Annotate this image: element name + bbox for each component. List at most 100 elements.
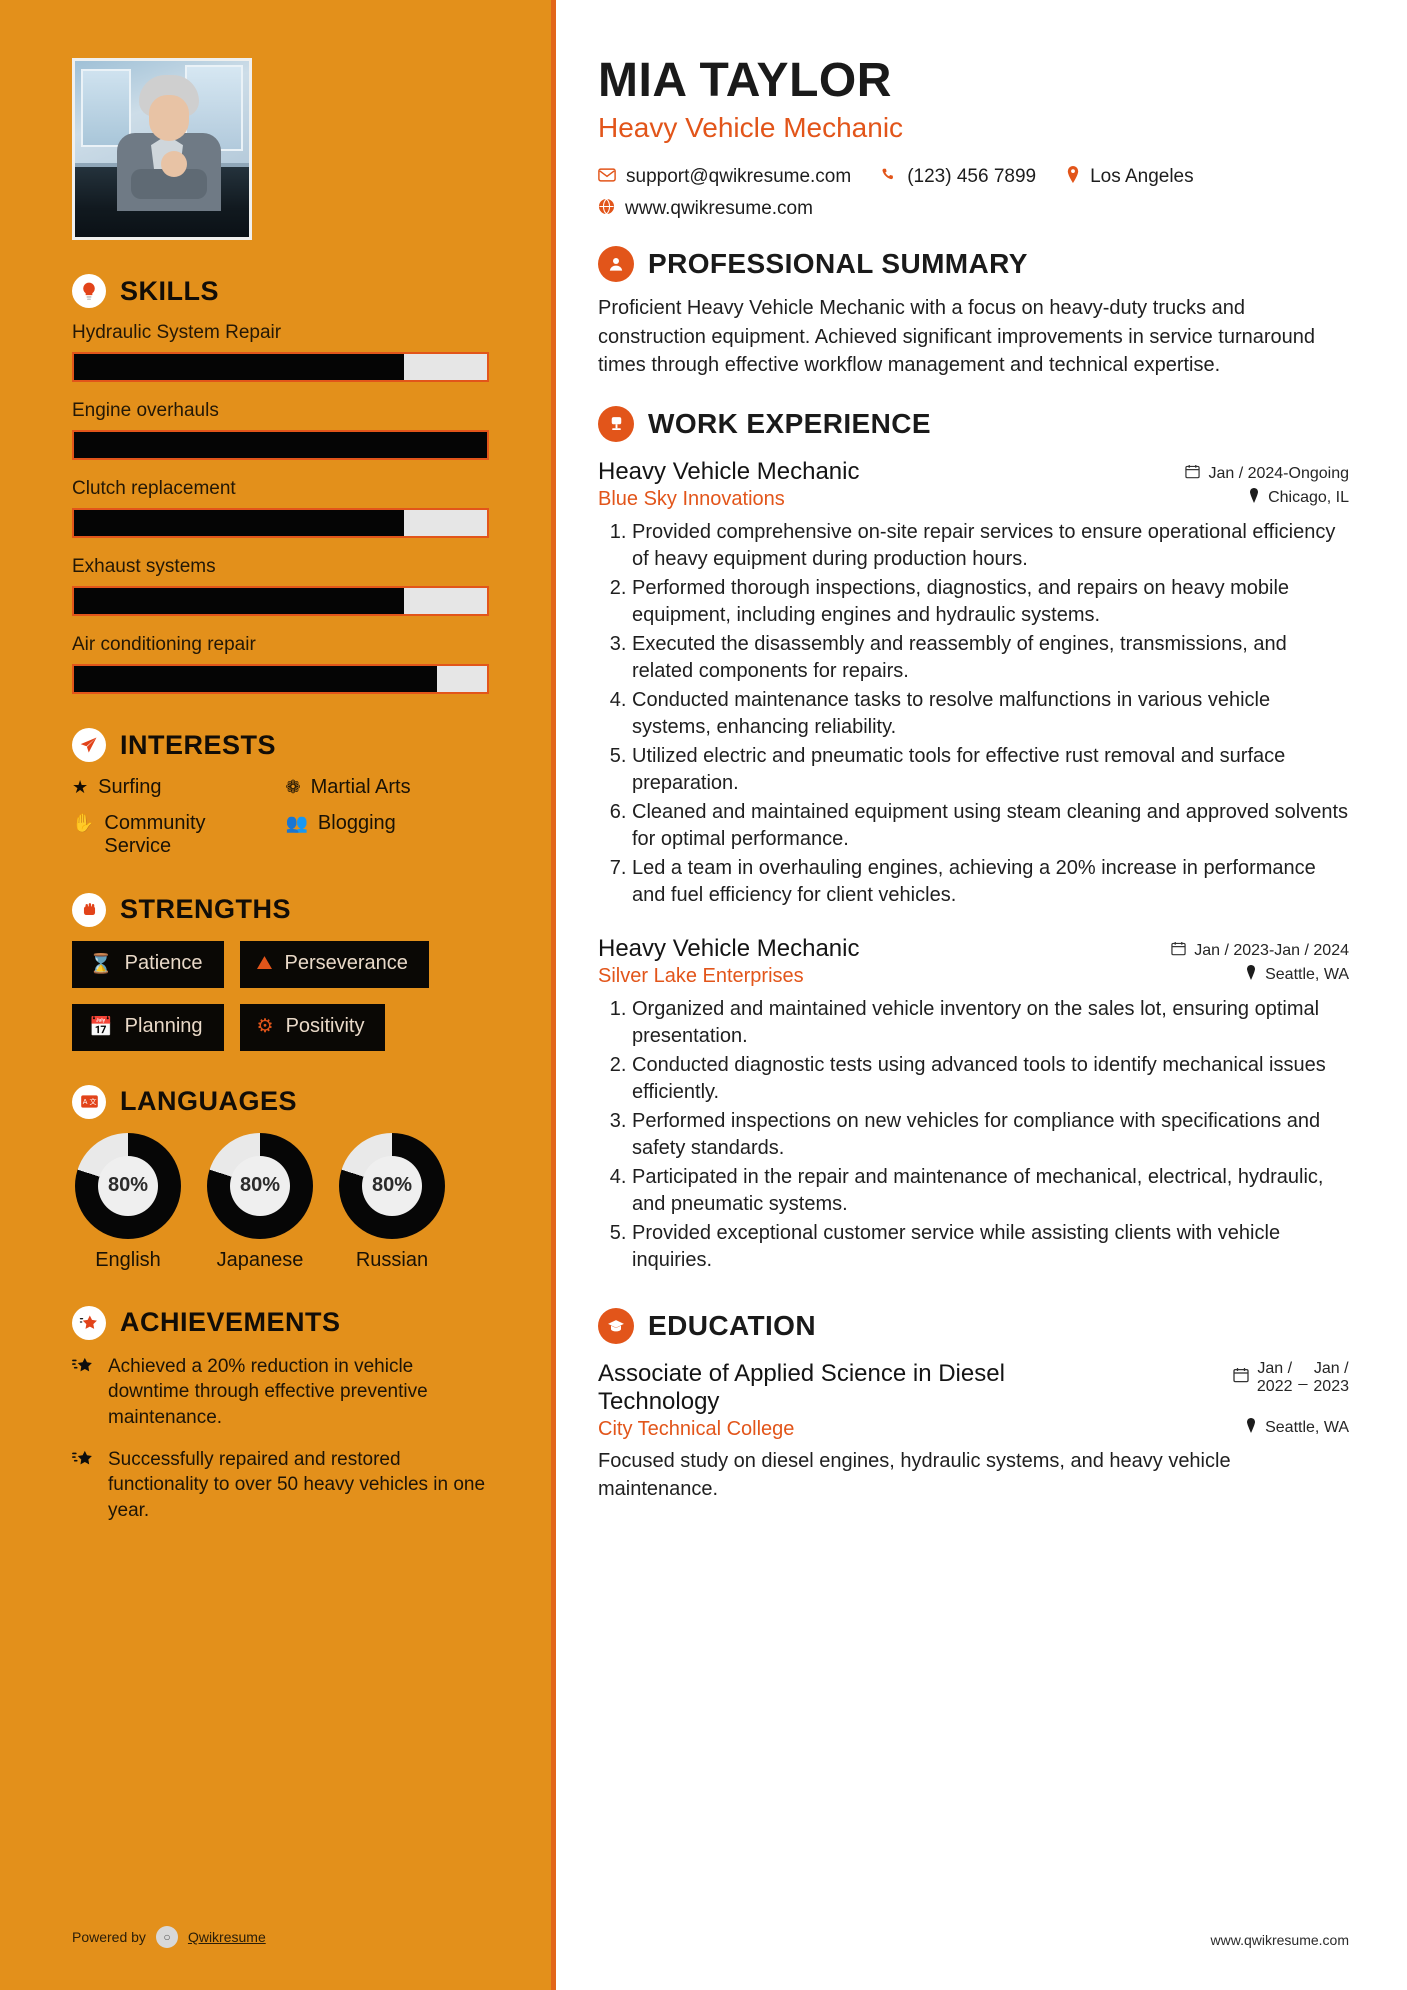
strength-label: Patience [124, 952, 203, 975]
contact-website-text: www.qwikresume.com [625, 198, 813, 220]
skill-bar-fill [74, 510, 405, 536]
job-dates-text: Jan / 2024-Ongoing [1208, 464, 1349, 482]
main-content: MIA TAYLOR Heavy Vehicle Mechanic suppor… [556, 0, 1407, 1990]
job-entry: Heavy Vehicle Mechanic Jan / 2023-Jan / … [598, 935, 1349, 1274]
achievement-text: Successfully repaired and restored funct… [108, 1448, 486, 1521]
job-bullet: Participated in the repair and maintenan… [632, 1164, 1349, 1218]
location-pin-icon [1066, 166, 1080, 188]
globe-icon [598, 198, 615, 220]
powered-by-label: Powered by [72, 1929, 146, 1945]
job-bullet: Led a team in overhauling engines, achie… [632, 855, 1349, 909]
people-group-icon: 👥 [285, 812, 308, 833]
star-badge-icon [72, 1305, 106, 1340]
skill-bar-track [72, 508, 489, 538]
education-date-separator: _ [1298, 1368, 1308, 1386]
interest-item: 👥 Blogging [286, 812, 490, 859]
skill-bar-fill [74, 666, 438, 692]
envelope-icon [598, 167, 616, 187]
hourglass-icon: ⌛ [89, 953, 113, 975]
achievements-list: Achieved a 20% reduction in vehicle down… [72, 1354, 489, 1524]
hand-icon: ✋ [72, 812, 95, 833]
skills-section: SKILLS Hydraulic System Repair Engine ov… [72, 274, 489, 694]
language-label: Russian [355, 1248, 429, 1271]
strength-badge: ⚙ Positivity [239, 1003, 386, 1051]
language-percent: 80% [230, 1155, 290, 1216]
lightbulb-icon [72, 274, 106, 308]
achievement-item: Achieved a 20% reduction in vehicle down… [72, 1354, 489, 1431]
qwikresume-brand-link[interactable]: Qwikresume [187, 1929, 266, 1945]
interest-item: ★ Surfing [72, 776, 276, 800]
strength-badge: ⛰ Perseverance [239, 940, 429, 988]
job-company-row: Blue Sky Innovations Chicago, IL [598, 487, 1349, 511]
job-bullet: Cleaned and maintained equipment using s… [632, 799, 1349, 853]
qwikresume-logo-icon: ○ [155, 1926, 178, 1948]
interest-label: Surfing [98, 776, 162, 798]
education-end-line2: 2023 [1313, 1377, 1349, 1395]
contact-phone[interactable]: (123) 456 7899 [881, 166, 1036, 188]
education-title: EDUCATION [648, 1309, 816, 1341]
pin-icon [1248, 487, 1260, 508]
calendar-icon [1185, 464, 1201, 484]
job-dates-text: Jan / 2023-Jan / 2024 [1194, 941, 1349, 959]
shooting-star-icon [72, 1354, 94, 1431]
contact-website[interactable]: www.qwikresume.com [598, 198, 813, 220]
strengths-header: STRENGTHS [72, 892, 489, 927]
languages-section: A 文 LANGUAGES 80% English 80% J [72, 1084, 489, 1272]
interests-header: INTERESTS [72, 728, 489, 762]
job-title-row: Heavy Vehicle Mechanic Jan / 2023-Jan / … [598, 935, 1349, 963]
job-bullet: Conducted maintenance tasks to resolve m… [632, 687, 1349, 741]
skill-bar-track [72, 430, 489, 460]
main-footer-url: www.qwikresume.com [1210, 1932, 1349, 1948]
skills-title: SKILLS [120, 275, 220, 306]
road-icon: ⛰ [256, 952, 273, 974]
contact-location-text: Los Angeles [1090, 166, 1194, 188]
calendar-icon: 📅 [89, 1016, 113, 1038]
job-company: Silver Lake Enterprises [598, 964, 804, 987]
skills-header: SKILLS [72, 274, 489, 308]
skill-item: Exhaust systems [72, 556, 489, 616]
contact-location: Los Angeles [1066, 166, 1194, 188]
job-bullet: Conducted diagnostic tests using advance… [632, 1052, 1349, 1106]
language-item: 80% Japanese [204, 1132, 316, 1272]
languages-title: LANGUAGES [120, 1086, 298, 1117]
translate-icon: A 文 [72, 1084, 106, 1119]
strength-label: Positivity [285, 1015, 365, 1038]
job-title-row: Heavy Vehicle Mechanic Jan / 2024-Ongoin… [598, 458, 1349, 486]
skill-item: Engine overhauls [72, 400, 489, 460]
job-bullet: Provided exceptional customer service wh… [632, 1220, 1349, 1274]
candidate-name: MIA TAYLOR [598, 54, 892, 107]
contact-email[interactable]: support@qwikresume.com [598, 166, 851, 188]
interest-label: Martial Arts [310, 776, 411, 798]
language-donut: 80% [339, 1132, 445, 1239]
language-percent: 80% [98, 1155, 158, 1216]
strength-badge: ⌛ Patience [72, 940, 224, 988]
strength-badge: 📅 Planning [72, 1003, 224, 1051]
skills-list: Hydraulic System Repair Engine overhauls… [72, 322, 489, 694]
education-location-text: Seattle, WA [1265, 1418, 1349, 1436]
phone-icon [881, 167, 897, 188]
strength-label: Perseverance [284, 952, 408, 975]
job-location-text: Chicago, IL [1268, 488, 1349, 506]
skill-label: Clutch replacement [72, 478, 236, 499]
candidate-role: Heavy Vehicle Mechanic [598, 112, 904, 144]
job-bullet: Executed the disassembly and reassembly … [632, 631, 1349, 685]
education-degree-row: Associate of Applied Science in Diesel T… [598, 1360, 1349, 1416]
education-location: Seattle, WA [1245, 1417, 1349, 1438]
job-bullets: Provided comprehensive on-site repair se… [598, 519, 1349, 909]
education-degree: Associate of Applied Science in Diesel T… [598, 1359, 1005, 1415]
paper-plane-icon [72, 728, 106, 762]
languages-header: A 文 LANGUAGES [72, 1084, 489, 1119]
job-bullet: Organized and maintained vehicle invento… [632, 996, 1349, 1050]
interests-list: ★ Surfing ❁ Martial Arts ✋ Community Ser… [72, 776, 489, 859]
skill-bar-fill [74, 354, 405, 380]
job-title: Heavy Vehicle Mechanic [598, 934, 860, 962]
work-title: WORK EXPERIENCE [648, 407, 931, 439]
skill-label: Air conditioning repair [72, 634, 256, 655]
pin-icon [1245, 1417, 1257, 1438]
job-location: Chicago, IL [1248, 487, 1349, 508]
job-company-row: Silver Lake Enterprises Seattle, WA [598, 964, 1349, 988]
achievements-title: ACHIEVEMENTS [120, 1307, 341, 1338]
skill-bar-track [72, 352, 489, 382]
language-label: English [95, 1248, 161, 1271]
